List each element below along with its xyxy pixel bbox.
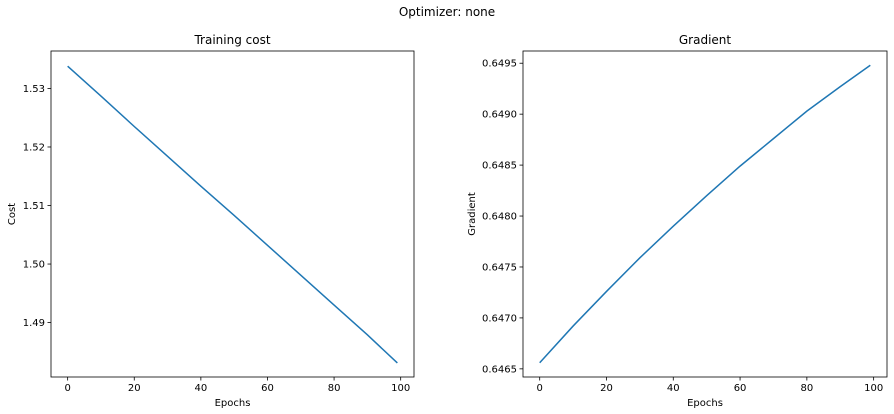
y-tick-label: 0.6470: [482, 313, 517, 324]
chart-panel-2: 0 20 40 60 80 100 0.6465 0.6470 0.6475 0.6480 0.64…: [467, 33, 888, 409]
x-tick-label: 80: [800, 383, 813, 394]
series-line-1: [539, 64, 871, 364]
series-line-1: [67, 65, 398, 364]
y-tick-label: 0.6485: [482, 161, 517, 172]
y-tick-label: 1.53: [23, 84, 45, 95]
y-tick-label: 0.6480: [482, 212, 517, 223]
x-tick-label: 0: [537, 383, 543, 394]
chart-title: Gradient: [679, 33, 732, 47]
x-tick-label: 60: [734, 383, 747, 394]
chart-title: Training cost: [193, 33, 270, 47]
y-tick-label: 0.6495: [482, 59, 517, 70]
y-tick-label: 1.50: [23, 260, 45, 271]
x-tick-label: 100: [391, 383, 410, 394]
y-axis-label: Gradient: [467, 192, 478, 236]
x-tick-label: 40: [194, 383, 207, 394]
x-tick-label: 20: [600, 383, 613, 394]
x-axis-label: Epochs: [215, 398, 251, 409]
y-tick-label: 1.52: [23, 142, 45, 153]
x-tick-label: 100: [864, 383, 883, 394]
y-tick-label: 0.6465: [482, 364, 517, 375]
chart-panel-1: 0 20 40 60 80 100 1.49 1.50 1.51 1.52 1.53 Training…: [7, 33, 415, 409]
figure-suptitle: Optimizer: none: [398, 5, 496, 19]
y-tick-label: 0.6475: [482, 262, 517, 273]
y-tick-label: 1.51: [23, 201, 45, 212]
x-tick-label: 40: [667, 383, 680, 394]
axes-frame: [50, 50, 415, 378]
x-tick-label: 80: [328, 383, 341, 394]
x-tick-label: 0: [64, 383, 70, 394]
y-tick-label: 0.6490: [482, 110, 517, 121]
x-tick-label: 60: [261, 383, 274, 394]
x-tick-label: 20: [128, 383, 141, 394]
y-tick-label: 1.49: [23, 318, 45, 329]
x-axis-label: Epochs: [687, 398, 723, 409]
y-axis-label: Cost: [7, 203, 18, 225]
axes-frame: [522, 50, 888, 378]
